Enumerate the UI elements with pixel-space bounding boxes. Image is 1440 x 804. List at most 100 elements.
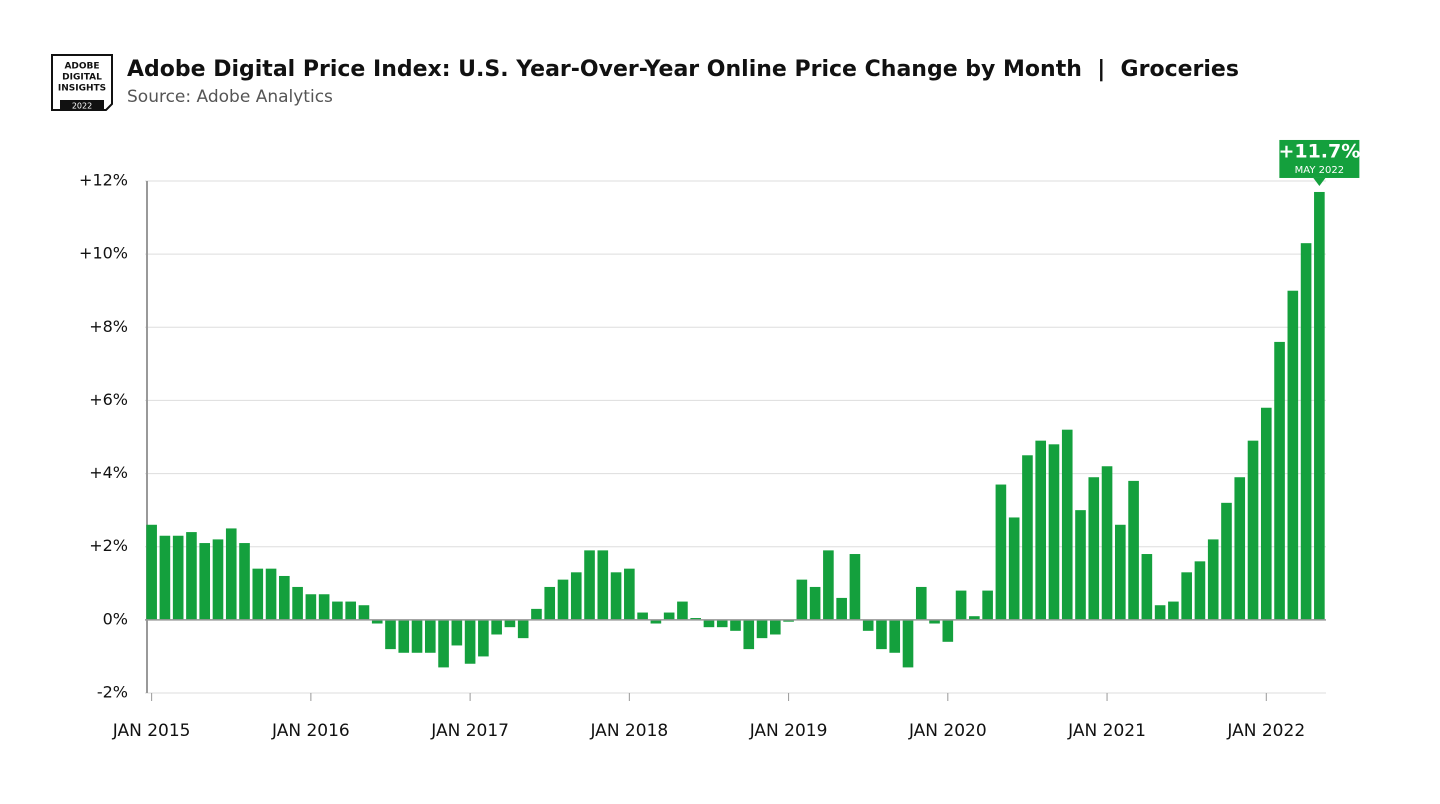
bar <box>663 612 675 620</box>
bar <box>557 579 569 620</box>
bar <box>1128 480 1139 620</box>
bar <box>995 484 1007 620</box>
bar <box>677 601 688 620</box>
bar <box>305 594 317 620</box>
bar <box>1035 440 1047 620</box>
bar <box>544 586 556 620</box>
bar <box>982 590 993 620</box>
bar <box>730 619 741 631</box>
bar <box>1008 517 1020 620</box>
bar <box>1075 510 1086 620</box>
y-tick-label: -2% <box>97 683 128 702</box>
annotation-box <box>1279 139 1360 178</box>
bar <box>318 594 330 620</box>
bar <box>159 535 171 620</box>
bar <box>1314 191 1325 620</box>
bar <box>451 619 463 646</box>
bar <box>265 568 277 620</box>
bar <box>915 586 927 620</box>
bar <box>902 619 914 668</box>
bar <box>876 619 887 650</box>
bar <box>212 539 224 620</box>
bar <box>1101 466 1113 620</box>
x-tick-label: JAN 2020 <box>908 721 987 741</box>
bar <box>1061 429 1073 620</box>
bar <box>1088 477 1100 620</box>
bar <box>252 568 264 620</box>
bar <box>1154 605 1166 620</box>
bar <box>491 619 502 635</box>
bar <box>504 619 516 628</box>
bar <box>1247 440 1259 620</box>
bar <box>1260 407 1272 620</box>
chart-subtitle: Source: Adobe Analytics <box>127 87 333 107</box>
bar <box>770 619 781 635</box>
bar <box>478 619 489 657</box>
bar <box>849 554 861 620</box>
logo-text: 2022 <box>72 102 92 111</box>
y-tick-label: +2% <box>89 536 128 555</box>
y-tick-label: +12% <box>79 171 128 190</box>
bar <box>345 601 356 620</box>
bar <box>371 619 383 624</box>
bar <box>332 601 343 620</box>
y-tick-label: +10% <box>79 244 128 263</box>
y-tick-label: +6% <box>89 390 128 409</box>
bar <box>1115 524 1126 620</box>
bar <box>862 619 874 631</box>
y-tick-label: +8% <box>89 317 128 336</box>
bar <box>146 524 157 620</box>
bar <box>358 605 370 620</box>
bar <box>398 619 410 653</box>
bar <box>809 586 821 620</box>
bar <box>836 597 847 620</box>
bar <box>199 543 211 620</box>
bar <box>570 572 582 620</box>
bar <box>1194 561 1206 620</box>
bar <box>225 528 237 620</box>
bar <box>597 550 609 620</box>
x-tick-label: JAN 2021 <box>1067 721 1146 741</box>
bar <box>955 590 967 620</box>
bar <box>1048 444 1060 620</box>
bar <box>531 608 542 620</box>
bar <box>239 543 250 620</box>
bar <box>1300 243 1312 620</box>
bar <box>783 619 794 622</box>
bar <box>1207 539 1219 620</box>
logo-text: DIGITAL <box>62 73 102 83</box>
annotation-value: +11.7% <box>1278 140 1360 162</box>
bar <box>424 619 436 653</box>
bar <box>292 586 303 620</box>
x-tick-label: JAN 2019 <box>749 721 828 741</box>
bar <box>929 619 940 624</box>
logo-text: INSIGHTS <box>58 84 106 94</box>
bar <box>1221 502 1232 620</box>
bar <box>637 612 648 620</box>
bar <box>942 619 954 642</box>
bar <box>690 618 701 620</box>
bar <box>796 579 808 620</box>
bar <box>1022 455 1033 620</box>
bar <box>743 619 755 650</box>
bar <box>756 619 768 639</box>
bar <box>411 619 423 653</box>
bar <box>703 619 715 628</box>
x-tick-label: JAN 2017 <box>430 721 509 741</box>
bar <box>172 535 184 620</box>
bar <box>385 619 396 650</box>
bar <box>1168 601 1179 620</box>
x-tick-label: JAN 2018 <box>589 721 668 741</box>
y-tick-label: +4% <box>89 463 128 482</box>
chart-title: Adobe Digital Price Index: U.S. Year-Ove… <box>127 57 1239 82</box>
bar <box>1141 554 1153 620</box>
bar <box>279 575 290 620</box>
bar <box>969 616 980 620</box>
bar <box>889 619 901 653</box>
bar <box>1274 341 1285 620</box>
bar <box>610 572 622 620</box>
bar <box>823 550 834 620</box>
bar <box>1181 572 1192 620</box>
bar <box>186 532 197 620</box>
